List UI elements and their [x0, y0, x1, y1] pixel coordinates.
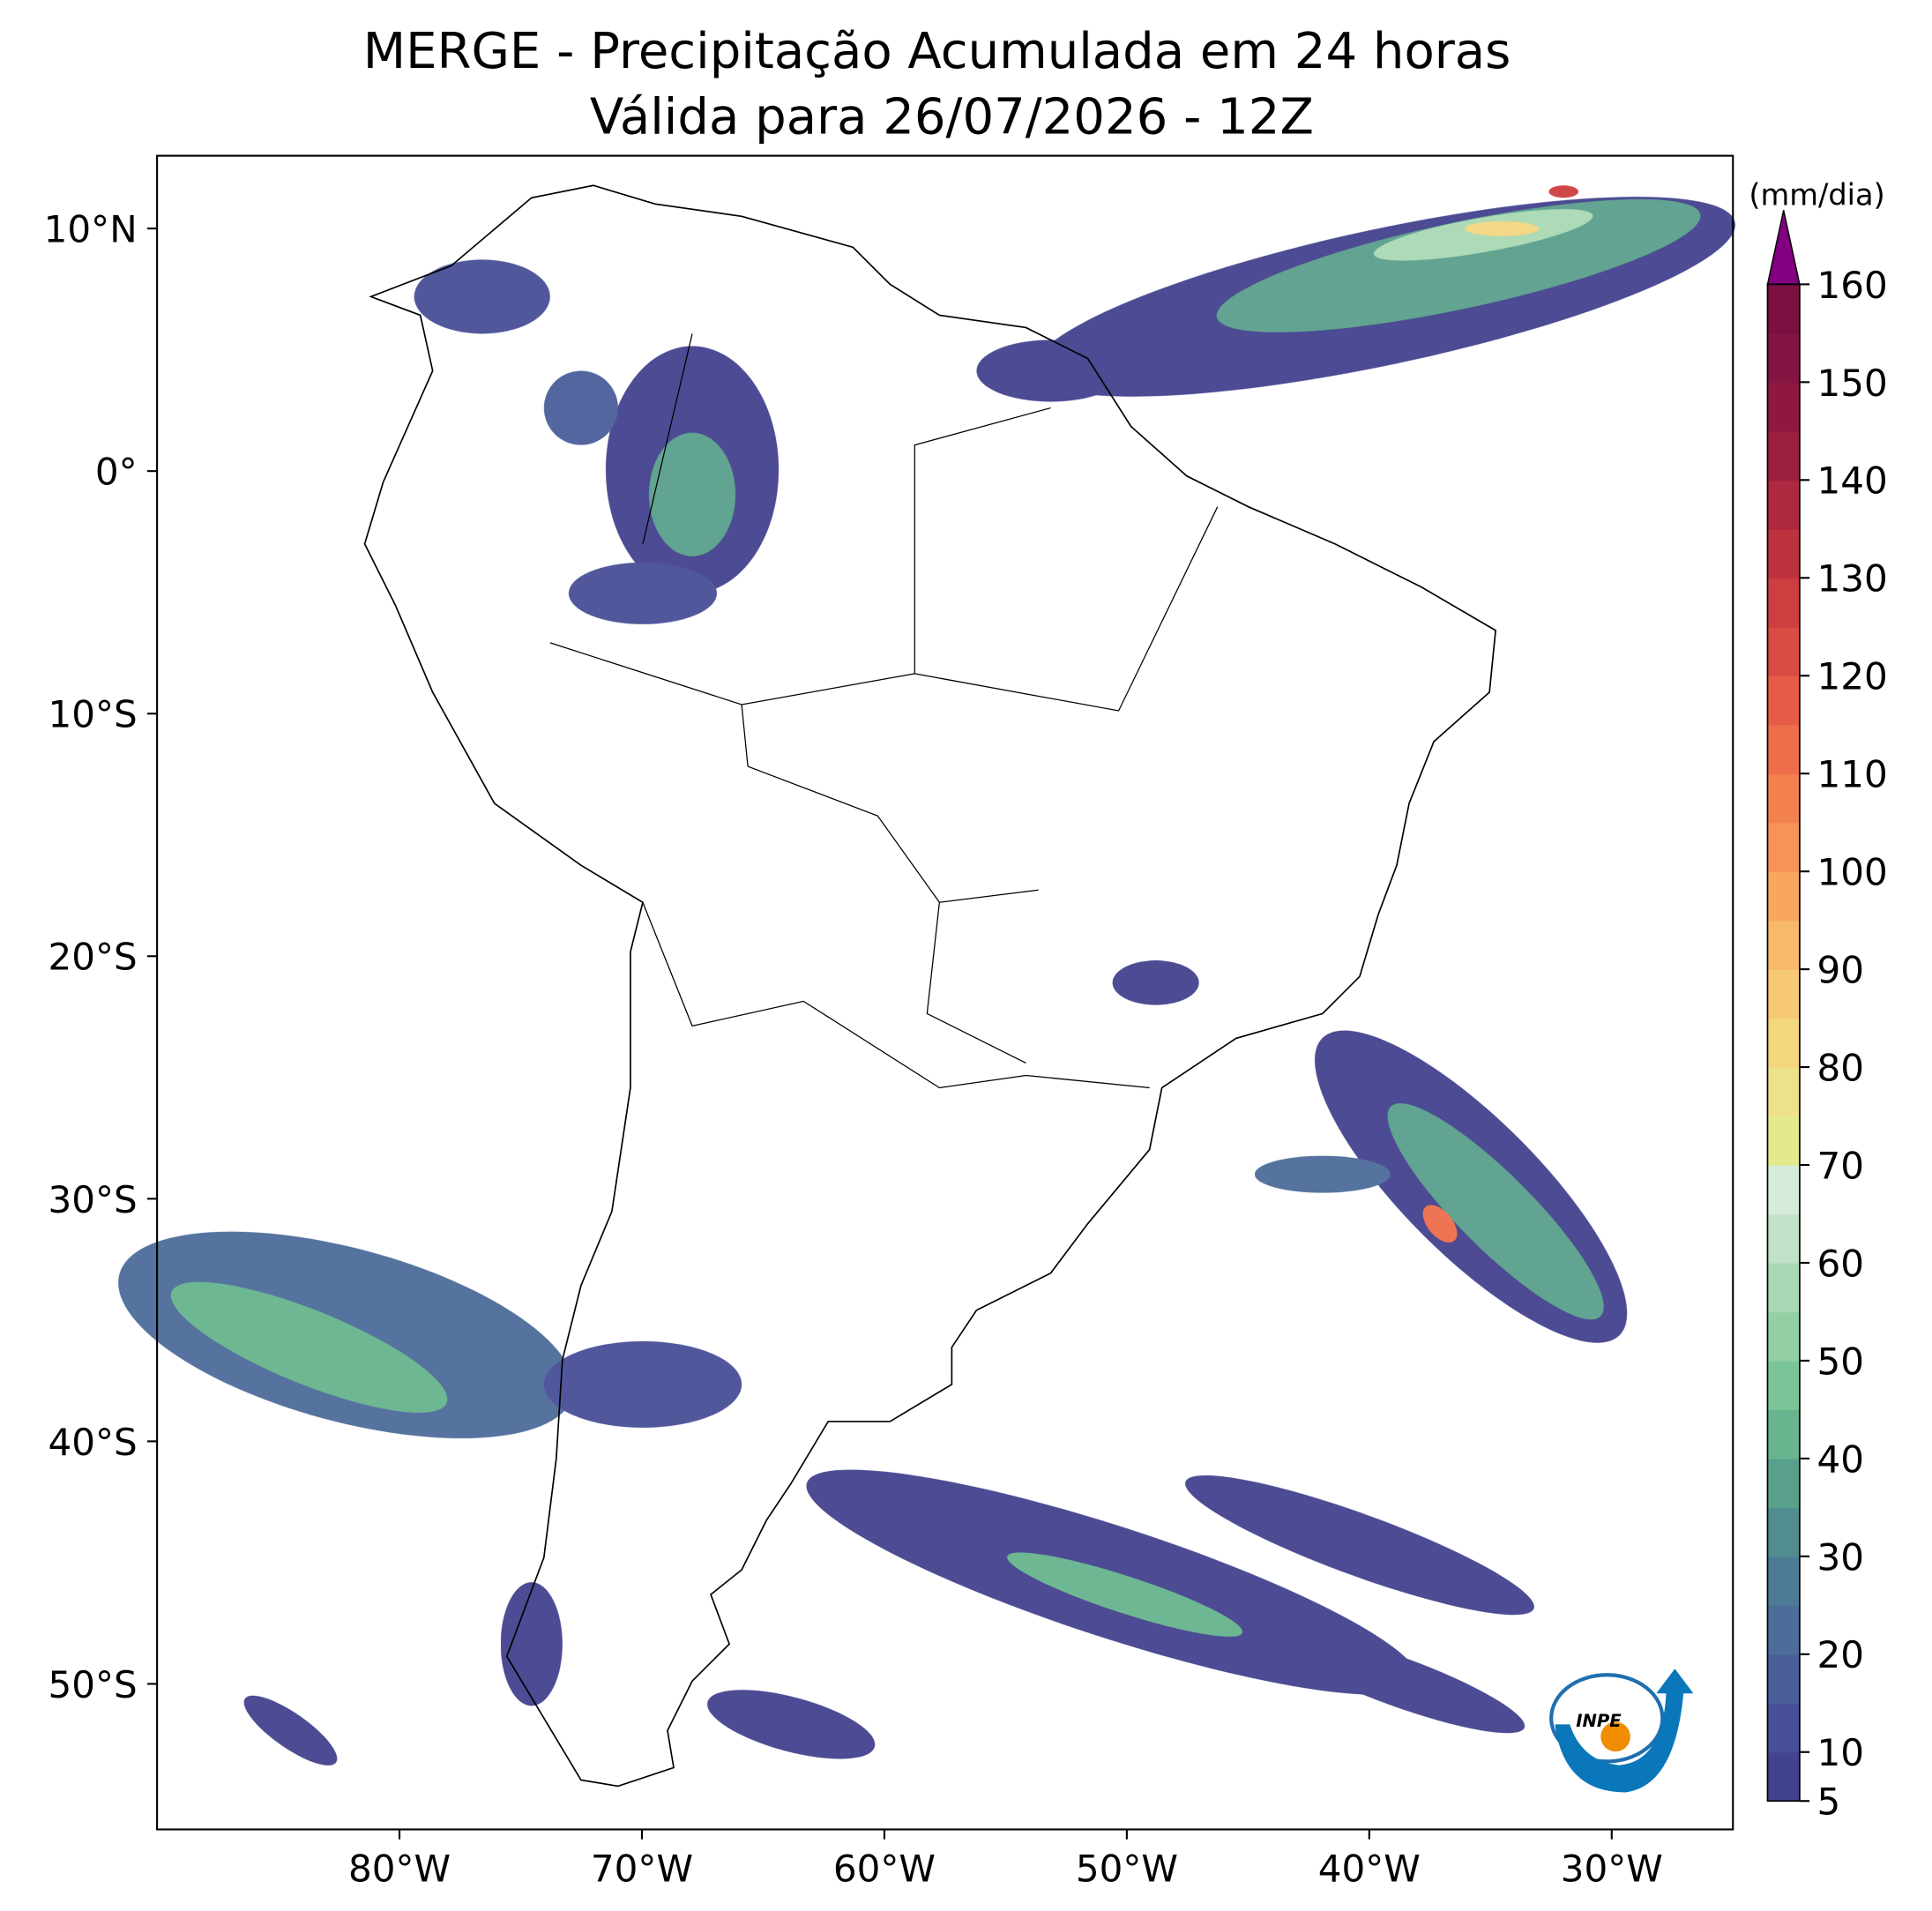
- subtitle: Válida para 26/07/2026 - 12Z: [590, 88, 1314, 146]
- colorbar-segment: [1767, 332, 1800, 384]
- colorbar-segment: [1767, 284, 1800, 334]
- colorbar-segment: [1767, 871, 1800, 922]
- rain-area: [976, 340, 1125, 402]
- coastline: [363, 184, 1497, 1788]
- rain-area: [1387, 1103, 1604, 1320]
- colorbar-segment: [1767, 1409, 1800, 1459]
- colorbar-extend: [1766, 210, 1801, 286]
- x-tick-label: 70°W: [591, 1847, 693, 1890]
- colorbar-segment: [1767, 920, 1800, 970]
- rain-area: [414, 259, 550, 334]
- logo-arrow: [1555, 1668, 1694, 1793]
- colorbar-segment: [1767, 969, 1800, 1019]
- x-tick-label: 30°W: [1561, 1847, 1663, 1890]
- rain-area: [1268, 1629, 1525, 1734]
- colorbar-tick-label: 10: [1817, 1731, 1865, 1774]
- rain-area: [1548, 185, 1579, 198]
- colorbar-tick-label: 130: [1817, 557, 1888, 601]
- colorbar-segment: [1767, 1116, 1800, 1166]
- colorbar-segment: [1767, 480, 1800, 530]
- colorbar-segment: [1767, 1067, 1800, 1117]
- rain-area: [568, 562, 718, 624]
- colorbar-tick-label: 30: [1817, 1535, 1865, 1579]
- rain-area: [1112, 960, 1199, 1005]
- colorbar-tick-label: 90: [1817, 949, 1865, 992]
- y-tick-label: 0°: [95, 451, 138, 494]
- rain-area: [707, 1690, 876, 1759]
- colorbar-segment: [1767, 1458, 1800, 1509]
- rain-area: [1254, 1155, 1391, 1193]
- y-tick-label: 10°S: [48, 693, 137, 736]
- borders: [549, 333, 1219, 1089]
- colorbar-tick-label: 40: [1817, 1437, 1865, 1481]
- rain-area: [500, 1582, 563, 1706]
- colorbar-tick-label: 20: [1817, 1633, 1865, 1676]
- rain-area: [1184, 1475, 1534, 1616]
- colorbar-tick-label: 50: [1817, 1340, 1865, 1383]
- x-tick-label: 50°W: [1076, 1847, 1178, 1890]
- x-tick-label: 80°W: [348, 1847, 451, 1890]
- rain-area: [1216, 198, 1701, 332]
- colorbar-segment: [1767, 1165, 1800, 1215]
- colorbar-segment: [1767, 578, 1800, 628]
- y-tick-label: 30°S: [48, 1178, 137, 1221]
- colorbar-segment: [1767, 724, 1800, 774]
- colorbar-tick-label: 70: [1817, 1144, 1865, 1187]
- colorbar: 5 10 20 30 40 50 60 70 80 90 100 110 120 130 140 150 160: [1766, 210, 1888, 1824]
- colorbar-segment: [1767, 1653, 1800, 1704]
- colorbar-tick-label: 80: [1817, 1046, 1865, 1089]
- logo-text: INPE: [1576, 1711, 1622, 1731]
- rain-area: [1422, 1205, 1458, 1243]
- colorbar-segment: [1767, 430, 1800, 481]
- colorbar-tick-label: 140: [1817, 459, 1888, 503]
- rain-area: [648, 432, 736, 556]
- logo-ring: [1549, 1673, 1665, 1764]
- precipitation: [118, 185, 1735, 1765]
- colorbar-segment: [1767, 676, 1800, 726]
- map-frame: [156, 154, 1734, 1831]
- inpe-logo: INPE: [1549, 1668, 1694, 1793]
- colorbar-tick-label: 160: [1817, 264, 1888, 307]
- rain-area: [1007, 1552, 1243, 1637]
- colorbar-segment: [1767, 1311, 1800, 1362]
- rain-area: [543, 370, 618, 445]
- colorbar-segment: [1767, 822, 1800, 872]
- rain-area: [170, 1281, 448, 1413]
- colorbar-segment: [1767, 1556, 1800, 1607]
- y-tick-label: 10°N: [44, 208, 138, 251]
- colorbar-segment: [1767, 1751, 1800, 1802]
- colorbar-segment: [1767, 382, 1800, 432]
- colorbar-tick-label: 150: [1817, 362, 1888, 405]
- title: MERGE - Precipitação Acumulada em 24 hor…: [363, 23, 1511, 80]
- y-tick-label: 40°S: [48, 1421, 137, 1464]
- colorbar-segment: [1767, 1605, 1800, 1655]
- rain-area: [543, 1340, 742, 1428]
- colorbar-segment: [1767, 773, 1800, 824]
- colorbar-tick-label: 60: [1817, 1242, 1865, 1285]
- colorbar-segment: [1767, 1262, 1800, 1313]
- colorbar-tick-label: 5: [1817, 1780, 1841, 1824]
- colorbar-frame: [1766, 283, 1801, 1803]
- colorbar-segment: [1767, 1018, 1800, 1068]
- colorbar-tick-label: 120: [1817, 655, 1888, 698]
- colorbar-segment: [1767, 626, 1800, 676]
- colorbar-segment: [1767, 1703, 1800, 1753]
- colorbar-label: (mm/dia): [1749, 178, 1884, 213]
- colorbar-tick-label: 110: [1817, 753, 1888, 796]
- colorbar-segment: [1767, 1213, 1800, 1264]
- y-tick-label: 20°S: [48, 936, 137, 979]
- map: INPE: [118, 154, 1735, 1831]
- colorbar-segment: [1767, 1360, 1800, 1411]
- rain-area: [1465, 220, 1540, 236]
- logo-dot: [1600, 1721, 1630, 1752]
- x-tick-label: 40°W: [1318, 1847, 1421, 1890]
- colorbar-segment: [1767, 1507, 1800, 1557]
- y-tick-label: 50°S: [48, 1663, 137, 1706]
- colorbar-tick-label: 100: [1817, 851, 1888, 894]
- rain-area: [243, 1695, 338, 1765]
- colorbar-segment: [1767, 528, 1800, 579]
- x-tick-label: 60°W: [833, 1847, 936, 1890]
